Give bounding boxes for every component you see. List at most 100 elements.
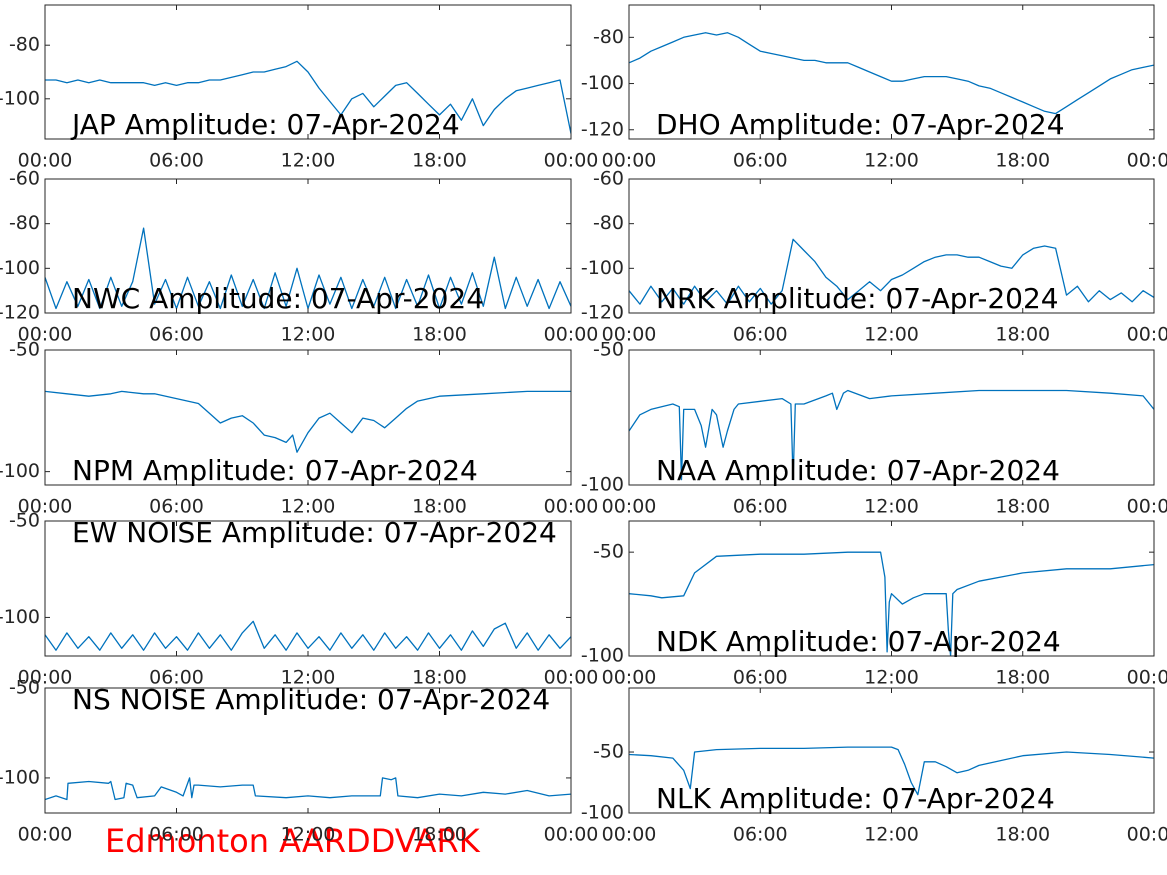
y-tick-label: -80	[593, 26, 624, 48]
y-tick-label: -100	[581, 474, 624, 496]
panel-title: NRK Amplitude: 07-Apr-2024	[656, 282, 1059, 315]
y-tick-label: -120	[581, 118, 624, 140]
y-tick-label: -100	[0, 766, 40, 788]
x-tick-label: 00:00	[544, 824, 599, 846]
x-tick-label: 00:00	[1127, 824, 1167, 846]
y-tick-label: -120	[581, 302, 624, 324]
x-tick-label: 00:00	[18, 667, 73, 689]
panel-title: NLK Amplitude: 07-Apr-2024	[656, 782, 1055, 815]
y-tick-label: -60	[9, 168, 40, 190]
x-tick-label: 06:00	[149, 667, 204, 689]
plot-area	[629, 238, 1154, 305]
x-tick-label: 18:00	[995, 150, 1050, 172]
x-tick-label: 18:00	[995, 324, 1050, 346]
y-tick-label: -60	[593, 168, 624, 190]
plot-area	[45, 620, 571, 651]
x-tick-label: 00:00	[602, 496, 657, 518]
x-tick-label: 12:00	[864, 496, 919, 518]
x-tick-label: 12:00	[864, 324, 919, 346]
x-tick-label: 06:00	[733, 824, 788, 846]
x-tick-label: 00:00	[18, 150, 73, 172]
y-tick-label: -100	[581, 257, 624, 279]
y-tick-label: -80	[593, 212, 624, 234]
plot-area	[45, 777, 571, 801]
x-tick-label: 00:00	[544, 496, 599, 518]
x-tick-label: 12:00	[281, 824, 336, 846]
x-tick-label: 06:00	[149, 324, 204, 346]
data-line	[629, 551, 1154, 656]
x-tick-label: 12:00	[864, 150, 919, 172]
plot-area	[629, 389, 1154, 481]
x-tick-label: 00:00	[602, 667, 657, 689]
y-tick-label: -50	[9, 677, 40, 699]
x-tick-label: 12:00	[281, 667, 336, 689]
x-tick-label: 12:00	[864, 824, 919, 846]
plot-area	[45, 390, 571, 453]
data-line	[45, 620, 571, 651]
data-line	[45, 777, 571, 801]
x-tick-label: 00:00	[1127, 150, 1167, 172]
y-tick-label: -80	[9, 212, 40, 234]
y-tick-label: -120	[0, 302, 40, 324]
x-tick-label: 12:00	[864, 667, 919, 689]
x-tick-label: 00:00	[1127, 667, 1167, 689]
x-tick-label: 06:00	[149, 824, 204, 846]
x-tick-label: 06:00	[149, 150, 204, 172]
y-tick-label: -50	[9, 510, 40, 532]
data-line	[45, 60, 571, 134]
y-tick-label: -100	[581, 645, 624, 667]
x-tick-label: 18:00	[995, 824, 1050, 846]
x-tick-label: 00:00	[544, 667, 599, 689]
panel-title: DHO Amplitude: 07-Apr-2024	[656, 108, 1065, 141]
x-tick-label: 06:00	[733, 496, 788, 518]
panel-title: NAA Amplitude: 07-Apr-2024	[656, 454, 1060, 487]
plot-area	[629, 32, 1154, 115]
x-tick-label: 18:00	[412, 667, 467, 689]
x-tick-label: 06:00	[733, 667, 788, 689]
y-tick-label: -80	[9, 34, 40, 56]
data-line	[629, 746, 1154, 796]
x-tick-label: 06:00	[733, 150, 788, 172]
x-tick-label: 00:00	[602, 150, 657, 172]
x-tick-label: 00:00	[1127, 324, 1167, 346]
x-tick-label: 00:00	[544, 324, 599, 346]
y-tick-label: -100	[0, 606, 40, 628]
panel-title: NS NOISE Amplitude: 07-Apr-2024	[72, 683, 550, 716]
x-tick-label: 18:00	[995, 496, 1050, 518]
x-tick-label: 00:00	[18, 324, 73, 346]
y-tick-label: -100	[581, 72, 624, 94]
data-line	[629, 32, 1154, 115]
plot-area	[45, 60, 571, 134]
x-tick-label: 00:00	[602, 324, 657, 346]
y-tick-label: -100	[0, 460, 40, 482]
x-tick-label: 12:00	[281, 496, 336, 518]
data-line	[629, 389, 1154, 481]
x-tick-label: 18:00	[412, 324, 467, 346]
x-tick-label: 06:00	[149, 496, 204, 518]
x-tick-label: 00:00	[602, 824, 657, 846]
y-tick-label: -100	[0, 257, 40, 279]
panel-title: JAP Amplitude: 07-Apr-2024	[70, 108, 460, 141]
panel-title: EW NOISE Amplitude: 07-Apr-2024	[72, 516, 557, 549]
x-tick-label: 12:00	[281, 324, 336, 346]
footer: Edmonton AARDDVARK	[105, 822, 481, 860]
plot-area	[629, 551, 1154, 656]
data-line	[45, 390, 571, 453]
y-tick-label: -100	[581, 802, 624, 824]
x-tick-label: 18:00	[995, 667, 1050, 689]
y-tick-label: -50	[593, 541, 624, 563]
data-line	[629, 238, 1154, 305]
x-tick-label: 00:00	[18, 496, 73, 518]
plot-area	[629, 746, 1154, 796]
x-tick-label: 06:00	[733, 324, 788, 346]
x-tick-label: 00:00	[544, 150, 599, 172]
y-tick-label: -100	[0, 87, 40, 109]
panel-title: NDK Amplitude: 07-Apr-2024	[656, 625, 1061, 658]
x-tick-label: 12:00	[281, 150, 336, 172]
x-tick-label: 00:00	[18, 824, 73, 846]
x-tick-label: 18:00	[412, 824, 467, 846]
y-tick-label: -50	[593, 339, 624, 361]
panel-title: NPM Amplitude: 07-Apr-2024	[72, 454, 478, 487]
